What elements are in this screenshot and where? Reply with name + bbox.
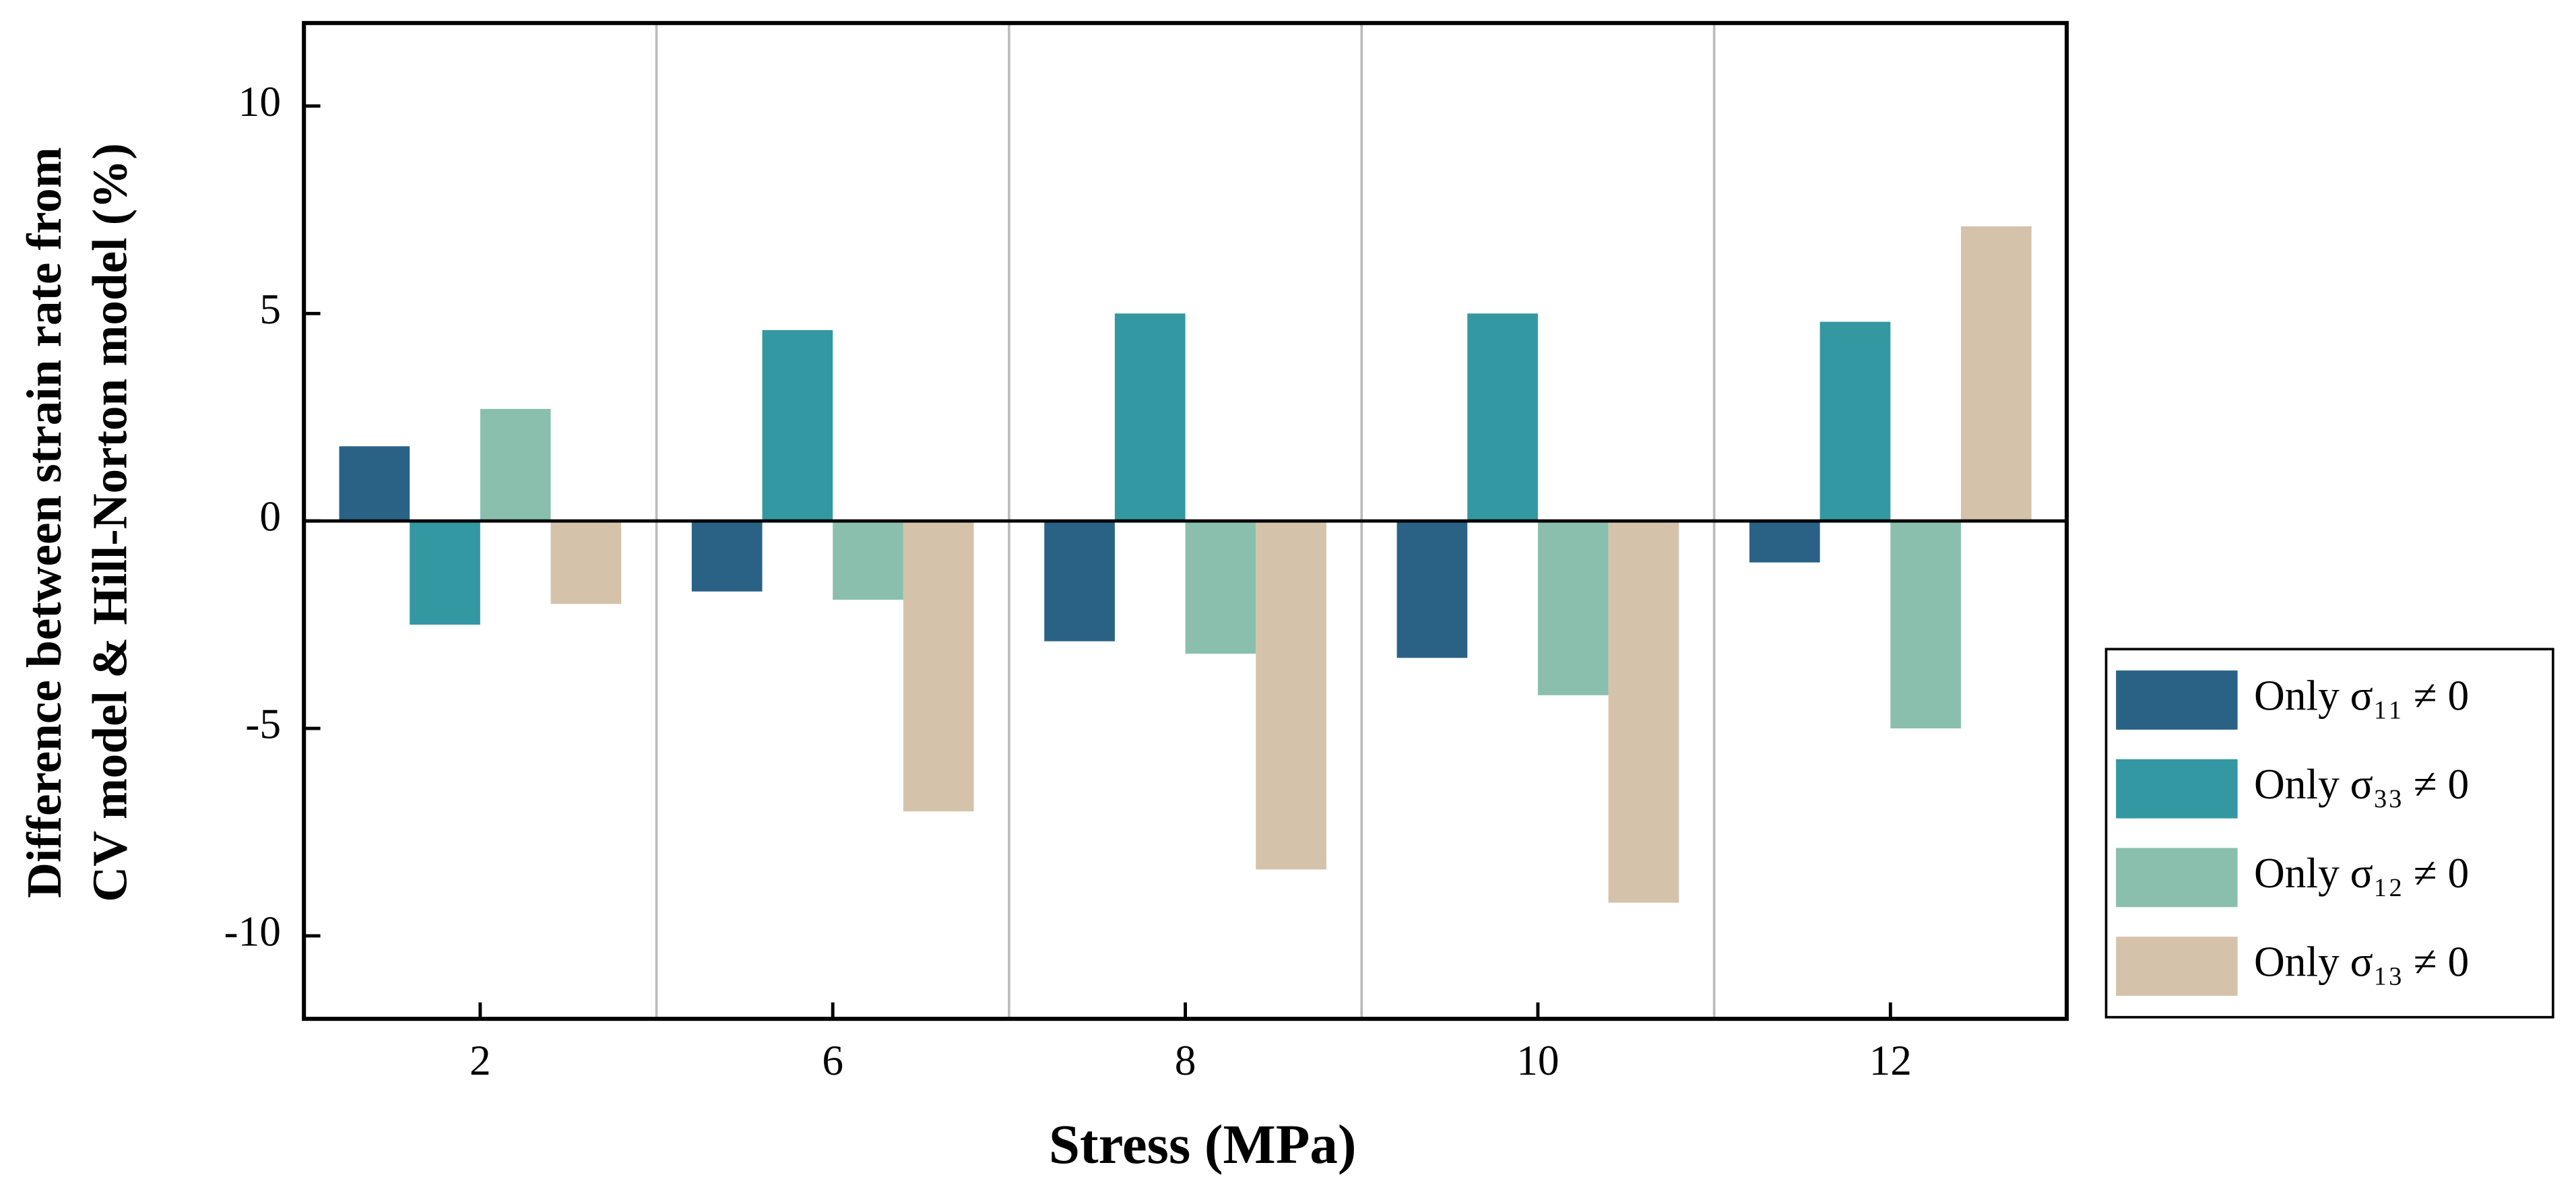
y-axis-title: CV model & Hill-Norton model (%)	[83, 143, 137, 902]
bar	[1960, 226, 2032, 522]
x-axis-title: Stress (MPa)	[1049, 1113, 1357, 1175]
bar	[691, 521, 763, 592]
y-axis-title: Difference between strain rate from	[17, 147, 71, 898]
bar	[1608, 521, 1679, 903]
legend-swatch	[2116, 937, 2238, 996]
bar	[1396, 521, 1468, 658]
y-tick-label: -10	[224, 908, 282, 955]
y-tick-label: 5	[259, 286, 281, 333]
bar	[1185, 521, 1256, 654]
bar	[1537, 521, 1609, 695]
bar	[903, 521, 974, 812]
y-tick-label: 0	[259, 493, 281, 540]
legend-swatch	[2116, 848, 2238, 908]
bar	[1749, 521, 1820, 563]
y-tick-label: -5	[245, 701, 281, 748]
bar	[1820, 321, 1891, 522]
bar	[550, 521, 622, 604]
legend-swatch	[2116, 670, 2238, 730]
bar	[480, 408, 551, 522]
bar	[1467, 313, 1538, 522]
bar	[410, 521, 480, 625]
legend-swatch	[2116, 759, 2238, 819]
bar	[1044, 521, 1115, 641]
bar	[1256, 521, 1326, 870]
x-tick-label: 2	[470, 1037, 491, 1084]
bar	[1114, 313, 1186, 522]
legend-label: Only σ₁₂ ≠ 0	[2254, 850, 2469, 897]
x-tick-label: 6	[822, 1037, 843, 1084]
bar	[833, 521, 903, 600]
bar	[339, 446, 410, 522]
bar	[1890, 521, 1961, 729]
legend-label: Only σ₁₁ ≠ 0	[2254, 672, 2469, 720]
legend-label: Only σ₁₃ ≠ 0	[2254, 939, 2469, 986]
bar	[762, 329, 833, 522]
x-tick-label: 10	[1516, 1037, 1559, 1084]
legend-label: Only σ₃₃ ≠ 0	[2254, 761, 2469, 808]
y-tick-label: 10	[238, 78, 281, 125]
x-tick-label: 12	[1869, 1037, 1912, 1084]
x-tick-label: 8	[1175, 1037, 1196, 1084]
